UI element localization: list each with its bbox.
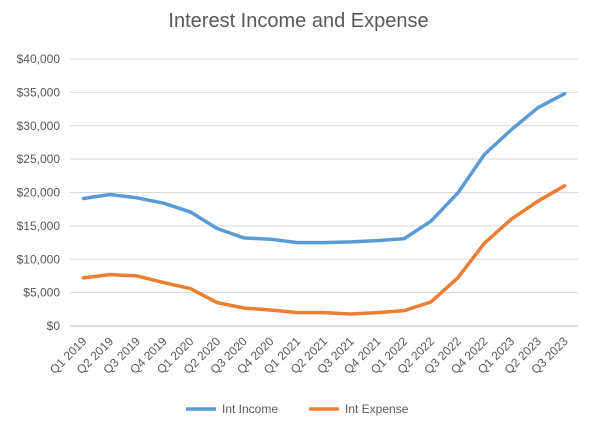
series-line-int-income [81,91,567,245]
y-tick-label: $30,000 [17,119,61,133]
gridlines [70,58,578,327]
legend-label: Int Income [222,402,278,416]
legend: Int Income Int Expense [186,402,409,416]
y-tick-label: $5,000 [23,286,60,300]
y-tick-label: $25,000 [17,152,61,166]
legend-label: Int Expense [345,402,409,416]
y-tick-label: $10,000 [17,252,61,266]
y-tick-label: $15,000 [17,219,61,233]
y-tick-label: $0 [47,319,61,333]
y-tick-label: $40,000 [17,52,61,66]
y-axis-ticks: $0 $5,000 $10,000 $15,000 $20,000 $25,000 $30,… [17,52,61,333]
y-tick-label: $20,000 [17,186,61,200]
y-tick-label: $35,000 [17,85,61,99]
series-line-int-expense [81,184,567,316]
chart-title: Interest Income and Expense [168,10,429,32]
series-lines [81,91,567,316]
